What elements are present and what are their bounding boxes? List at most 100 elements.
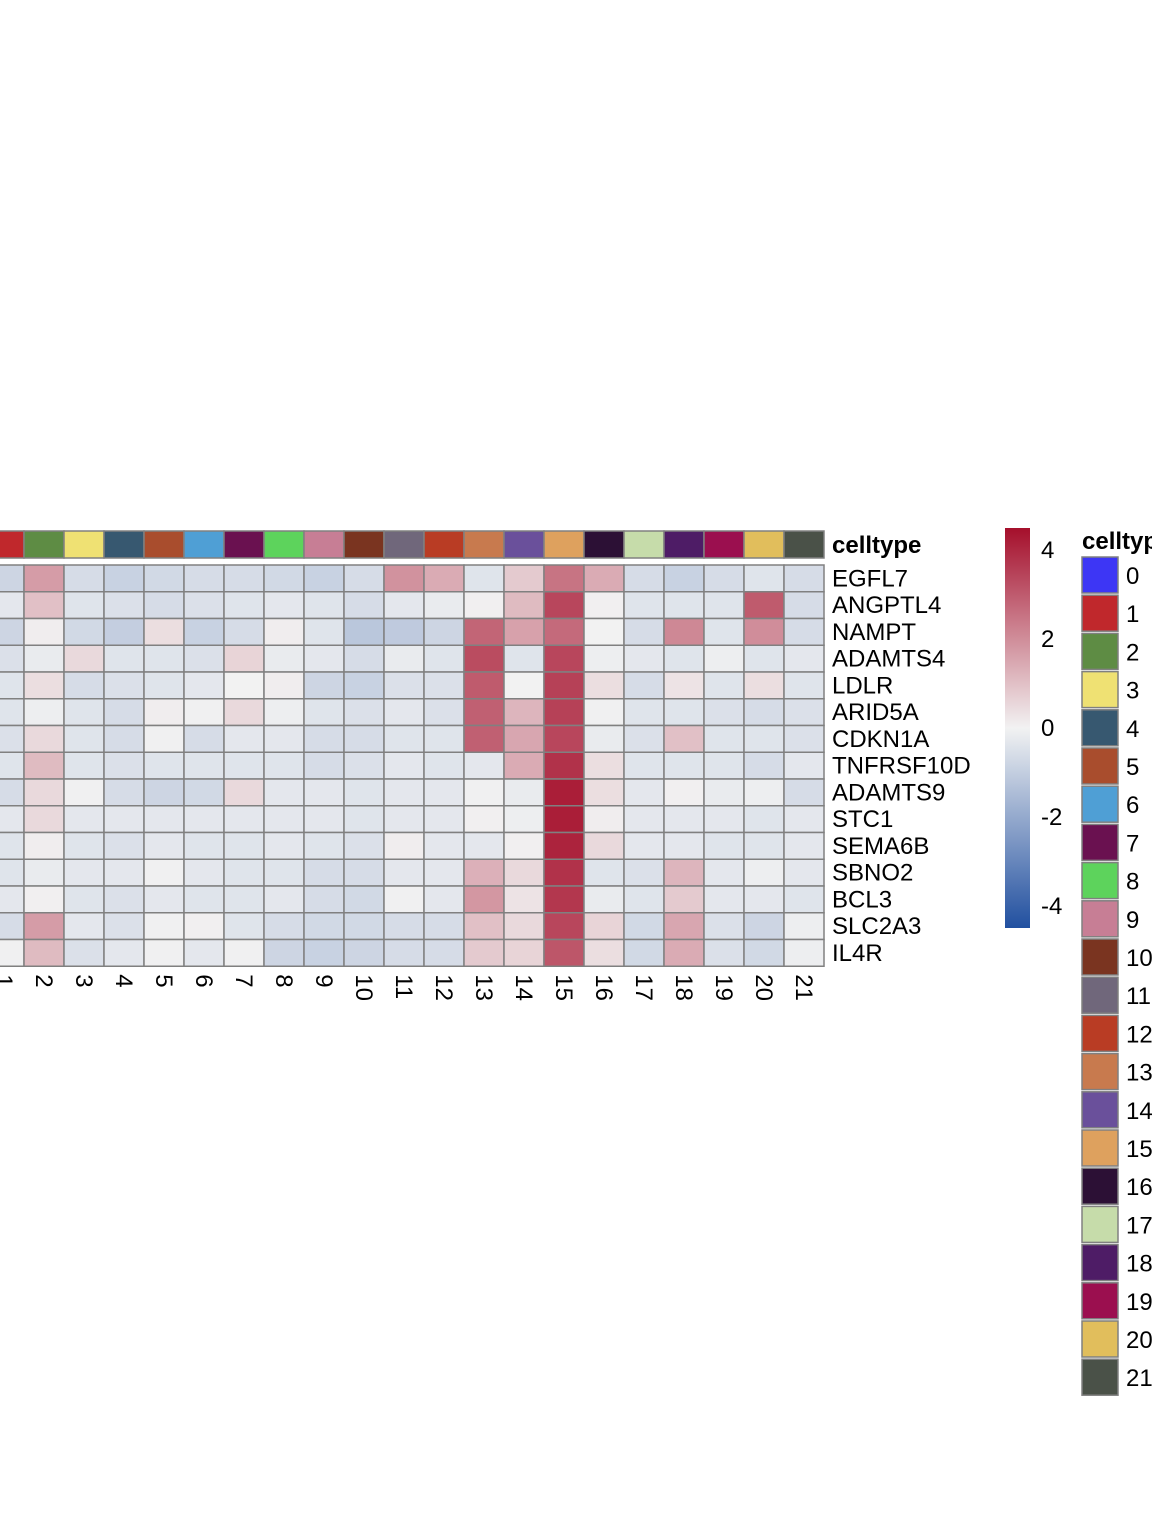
heatmap-cell (343, 591, 385, 620)
heatmap-cell (343, 751, 385, 780)
heatmap-cell (63, 564, 105, 593)
heatmap-cell (623, 591, 665, 620)
heatmap-cell (303, 778, 345, 807)
annotation-cell-14 (503, 530, 545, 559)
heatmap-cell (423, 831, 465, 860)
heatmap-cell (663, 805, 705, 834)
heatmap-cell (543, 778, 585, 807)
heatmap-cell (543, 938, 585, 967)
heatmap-cell (623, 698, 665, 727)
heatmap-cell (783, 564, 825, 593)
heatmap-cell (263, 778, 305, 807)
heatmap-cell (583, 938, 625, 967)
heatmap-cell (783, 831, 825, 860)
heatmap-cell (783, 644, 825, 673)
heatmap-cell (543, 831, 585, 860)
heatmap-cell (0, 671, 25, 700)
heatmap-cell (623, 938, 665, 967)
annotation-cell-13 (463, 530, 505, 559)
colorbar-tick-label: 0 (1041, 715, 1054, 742)
heatmap-cell (63, 885, 105, 914)
heatmap-cell (183, 858, 225, 887)
annotation-cell-1 (0, 530, 25, 559)
heatmap-cell (463, 751, 505, 780)
annotation-cell-2 (23, 530, 65, 559)
heatmap-cell (0, 831, 25, 860)
heatmap-cell (463, 885, 505, 914)
heatmap-cell (303, 617, 345, 646)
annotation-cell-4 (103, 530, 145, 559)
legend-label: 21 (1126, 1365, 1152, 1392)
heatmap-cell (343, 885, 385, 914)
heatmap-cell (463, 938, 505, 967)
heatmap-cell (183, 938, 225, 967)
heatmap-cell (743, 831, 785, 860)
heatmap-cell (663, 751, 705, 780)
heatmap-cell (183, 885, 225, 914)
column-label: 2 (30, 974, 57, 987)
heatmap-cell (743, 671, 785, 700)
heatmap-cell (383, 805, 425, 834)
heatmap-cell (183, 831, 225, 860)
heatmap-cell (0, 591, 25, 620)
heatmap-cell (383, 724, 425, 753)
heatmap-cell (583, 564, 625, 593)
heatmap-cell (23, 831, 65, 860)
heatmap-cell (263, 698, 305, 727)
heatmap-cell (103, 858, 145, 887)
heatmap-cell (623, 751, 665, 780)
heatmap-cell (303, 644, 345, 673)
heatmap-cell (543, 724, 585, 753)
annotation-cell-5 (143, 530, 185, 559)
heatmap-cell (23, 617, 65, 646)
heatmap-cell (103, 751, 145, 780)
heatmap-cell (223, 831, 265, 860)
column-label: 10 (350, 974, 377, 1001)
heatmap-cell (223, 564, 265, 593)
heatmap-cell (743, 591, 785, 620)
row-label: SBNO2 (832, 860, 913, 887)
heatmap-cell (663, 698, 705, 727)
heatmap-cell (503, 617, 545, 646)
heatmap-cell (383, 617, 425, 646)
legend-label: 19 (1126, 1289, 1152, 1316)
heatmap-cell (0, 805, 25, 834)
heatmap-cell (103, 698, 145, 727)
heatmap-cell (703, 912, 745, 941)
heatmap-cell (23, 698, 65, 727)
heatmap-cell (0, 617, 25, 646)
heatmap-cell (503, 858, 545, 887)
heatmap-cell (703, 751, 745, 780)
heatmap-cell (703, 671, 745, 700)
heatmap-cell (503, 805, 545, 834)
heatmap-cell (0, 698, 25, 727)
heatmap-cell (623, 885, 665, 914)
heatmap-cell (463, 644, 505, 673)
heatmap-cell (743, 885, 785, 914)
heatmap-cell (423, 724, 465, 753)
heatmap-cell (263, 751, 305, 780)
heatmap-cell (423, 938, 465, 967)
annotation-cell-10 (343, 530, 385, 559)
heatmap-cell (663, 858, 705, 887)
column-label: 19 (710, 974, 737, 1001)
heatmap-cell (343, 938, 385, 967)
heatmap-cell (783, 724, 825, 753)
heatmap-cell (23, 805, 65, 834)
heatmap-cell (783, 698, 825, 727)
heatmap-cell (503, 724, 545, 753)
heatmap-cell (23, 591, 65, 620)
legend-swatch-20 (1081, 1320, 1119, 1358)
legend-label: 16 (1126, 1174, 1152, 1201)
heatmap-cell (103, 912, 145, 941)
heatmap-cell (503, 778, 545, 807)
heatmap-cell (143, 644, 185, 673)
heatmap-cell (23, 751, 65, 780)
heatmap-cell (263, 564, 305, 593)
legend-swatch-5 (1081, 747, 1119, 785)
heatmap-cell (303, 858, 345, 887)
heatmap-cell (463, 698, 505, 727)
heatmap-cell (23, 912, 65, 941)
heatmap-cell (623, 831, 665, 860)
heatmap-cell (583, 724, 625, 753)
